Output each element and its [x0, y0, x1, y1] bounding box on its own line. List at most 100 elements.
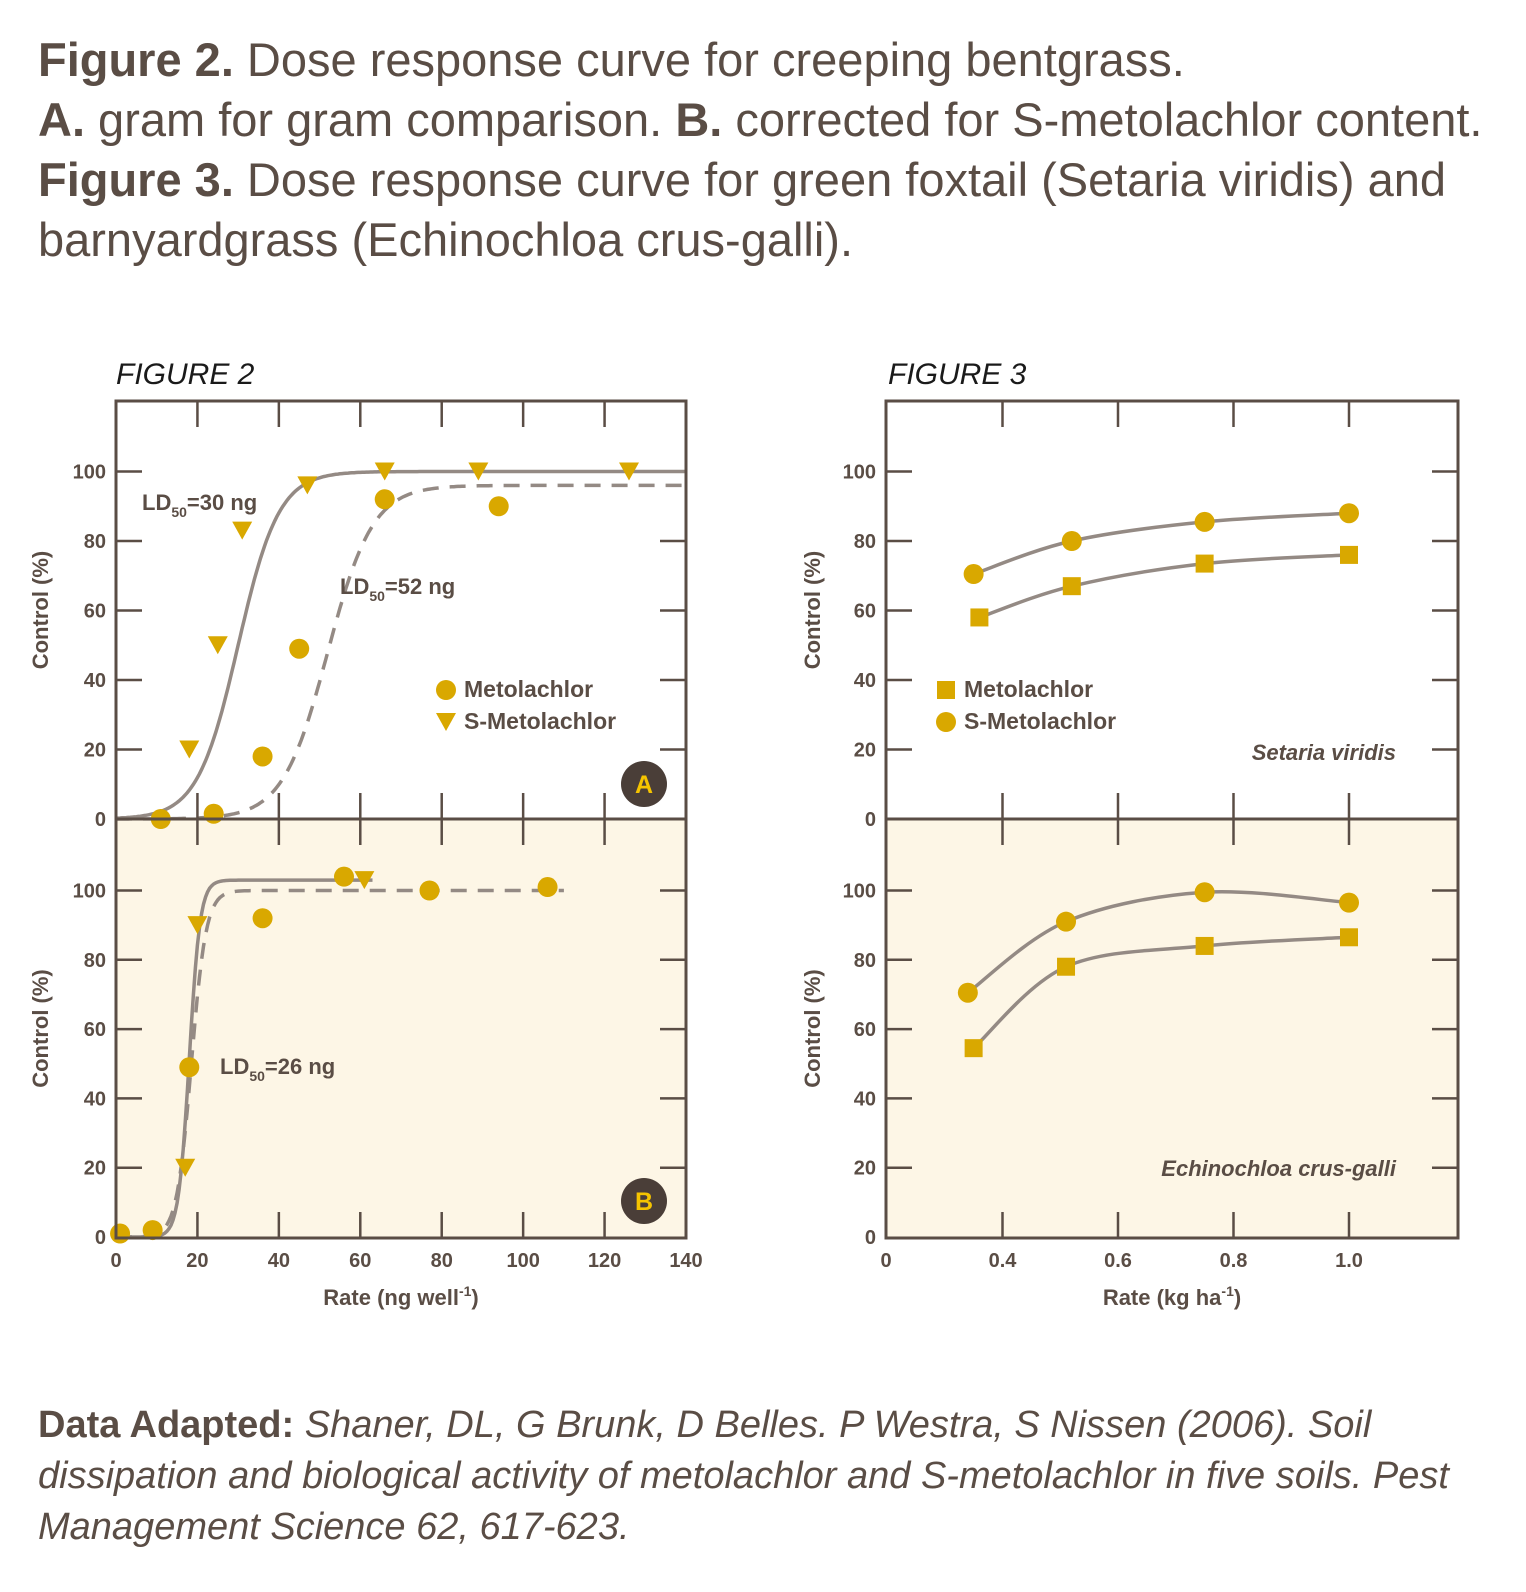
y-tick-label: 80 — [84, 531, 106, 553]
legend-marker-s-metolachlor — [936, 712, 956, 732]
data-point-s-metolachlor — [963, 564, 984, 585]
data-point-metolachlor — [203, 803, 224, 824]
x-tick-label: 0.4 — [989, 1250, 1018, 1272]
data-point-metolachlor — [252, 908, 273, 929]
species-label: Echinochloa crus-galli — [1161, 1156, 1397, 1181]
ld50-label-ld: LD — [340, 574, 369, 599]
x-tick-label: 0 — [110, 1250, 121, 1272]
y-tick-label: 40 — [84, 1088, 106, 1110]
y-tick-label: 100 — [73, 881, 106, 903]
figure-caption: Figure 2. Dose response curve for creepi… — [38, 30, 1488, 270]
data-point-metolachlor — [374, 489, 395, 510]
species-label: Setaria viridis — [1252, 740, 1396, 765]
y-tick-label: 20 — [84, 740, 106, 762]
ld50-label-sub: 50 — [249, 1068, 265, 1084]
caption-fig3-text: Dose response curve for green foxtail (S… — [38, 153, 1446, 266]
x-tick-label: 0.6 — [1104, 1250, 1132, 1272]
data-point-s-metolachlor — [374, 462, 395, 481]
lower-panel-background — [116, 819, 686, 1238]
y-tick-label: 20 — [84, 1158, 106, 1180]
data-point-metolachlor — [419, 880, 440, 901]
data-point-metolachlor — [1340, 545, 1358, 564]
fit-curve-metolachlor — [116, 888, 564, 1239]
fit-curve-s-metolachlor — [116, 469, 686, 820]
x-axis-label-text: Rate (ng well — [323, 1285, 459, 1310]
legend-label: Metolachlor — [464, 676, 593, 702]
source-text: Shaner, DL, G Brunk, D Belles. P Westra,… — [38, 1404, 1449, 1548]
x-tick-label: 0.8 — [1220, 1250, 1248, 1272]
x-axis-label-end: ) — [471, 1285, 478, 1310]
y-tick-label: 100 — [843, 462, 876, 484]
x-tick-label: 120 — [588, 1250, 621, 1272]
panel-badge — [621, 761, 667, 807]
data-point-metolachlor — [1340, 928, 1358, 947]
y-tick-label: 80 — [854, 950, 876, 972]
y-tick-label: 20 — [854, 1158, 876, 1180]
y-tick-label: 40 — [854, 670, 876, 692]
data-point-metolachlor — [537, 877, 558, 898]
ld50-label-value: =52 ng — [385, 574, 455, 599]
data-point-metolachlor — [289, 638, 310, 659]
data-point-s-metolachlor — [1339, 892, 1359, 913]
x-axis-label-end: ) — [1234, 1285, 1241, 1310]
data-point-s-metolachlor — [1056, 911, 1077, 932]
data-point-metolachlor — [334, 866, 354, 887]
caption-fig2-text: Dose response curve for creeping bentgra… — [233, 33, 1185, 86]
x-axis-label-sup: -1 — [1221, 1283, 1234, 1299]
caption-a-text: gram for gram comparison. — [85, 93, 676, 146]
data-point-s-metolachlor — [175, 1158, 196, 1177]
data-point-s-metolachlor — [354, 871, 375, 890]
ld50-label-ld: LD — [220, 1054, 249, 1079]
data-point-metolachlor — [142, 1220, 163, 1241]
x-tick-label: 0 — [880, 1250, 891, 1272]
data-point-s-metolachlor — [619, 462, 639, 481]
fit-curve-metolachlor — [972, 935, 1350, 1050]
x-tick-label: 140 — [669, 1250, 702, 1272]
data-point-s-metolachlor — [207, 636, 228, 655]
y-tick-label: 0 — [95, 809, 106, 831]
ld50-label-sub: 50 — [369, 588, 385, 604]
fit-curve-s-metolachlor — [973, 511, 1350, 576]
x-tick-label: 80 — [431, 1250, 453, 1272]
ld50-label-sub: 50 — [171, 504, 187, 520]
y-tick-label: 60 — [84, 1019, 106, 1041]
data-point-metolachlor — [964, 1039, 983, 1058]
fit-curve-metolachlor — [978, 553, 1350, 620]
x-tick-label: 40 — [268, 1250, 290, 1272]
y-axis-label: Control (%) — [800, 969, 825, 1088]
data-point-metolachlor — [179, 1057, 200, 1078]
caption-a-label: A. — [38, 93, 85, 146]
y-tick-label: 60 — [84, 601, 106, 623]
legend-marker-metolachlor — [937, 681, 955, 699]
data-point-metolachlor — [488, 496, 509, 517]
x-axis-label-text: Rate (kg ha — [1103, 1285, 1222, 1310]
panel-badge — [621, 1178, 667, 1224]
data-point-metolachlor — [1195, 554, 1214, 573]
figure-title: FIGURE 3 — [888, 358, 1027, 391]
y-tick-label: 100 — [843, 881, 876, 903]
legend-label: S-Metolachlor — [964, 708, 1116, 734]
y-tick-label: 100 — [73, 462, 106, 484]
panel-badge-label: B — [635, 1188, 653, 1216]
ld50-label: LD50=26 ng — [220, 1054, 335, 1084]
y-tick-label: 0 — [865, 1227, 876, 1249]
data-point-metolachlor — [1057, 957, 1076, 976]
ld50-label-value: =30 ng — [187, 490, 257, 515]
x-tick-label: 60 — [349, 1250, 371, 1272]
caption-b-label: B. — [675, 93, 723, 146]
y-axis-label: Control (%) — [28, 969, 53, 1088]
ld50-label-ld: LD — [142, 490, 171, 515]
data-point-s-metolachlor — [232, 521, 253, 540]
legend-marker-metolachlor — [436, 680, 456, 700]
data-point-metolachlor — [1195, 936, 1214, 955]
y-tick-label: 40 — [84, 670, 106, 692]
ld50-label: LD50=30 ng — [142, 490, 257, 520]
data-point-metolachlor — [110, 1223, 131, 1244]
data-source: Data Adapted: Shaner, DL, G Brunk, D Bel… — [38, 1400, 1498, 1553]
data-point-s-metolachlor — [297, 476, 318, 495]
data-point-s-metolachlor — [1194, 511, 1215, 532]
x-tick-label: 20 — [186, 1250, 208, 1272]
lower-panel-background — [886, 819, 1458, 1238]
ld50-label-value: =26 ng — [265, 1054, 335, 1079]
